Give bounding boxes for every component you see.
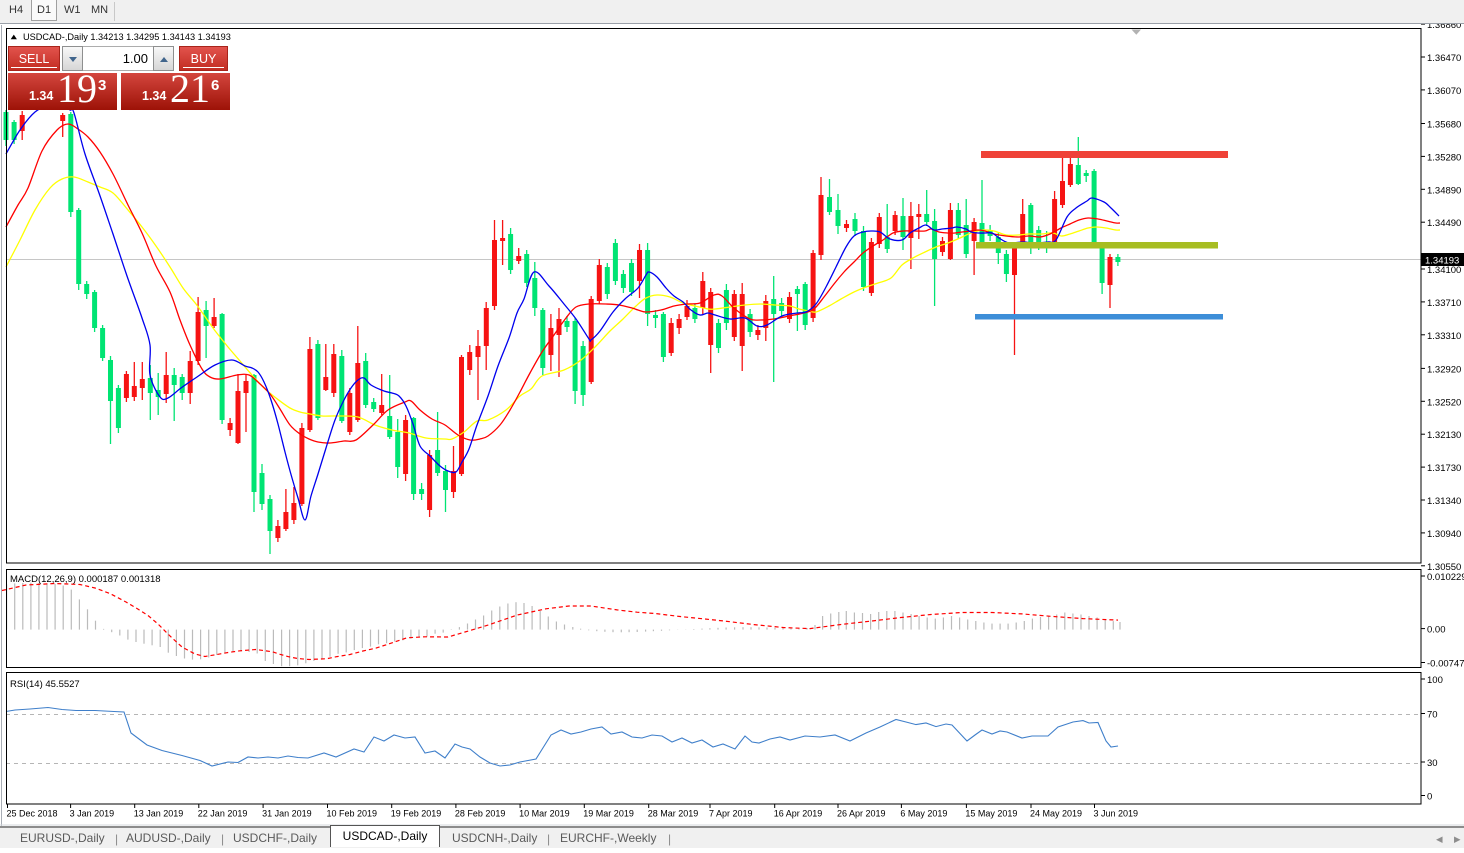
svg-text:1.34100: 1.34100 bbox=[1427, 265, 1461, 276]
svg-text:0.010229: 0.010229 bbox=[1427, 572, 1464, 583]
svg-text:1.34193: 1.34193 bbox=[1425, 256, 1459, 267]
svg-text:100: 100 bbox=[1427, 675, 1443, 686]
svg-text:28 Feb 2019: 28 Feb 2019 bbox=[455, 809, 506, 819]
svg-text:25 Dec 2018: 25 Dec 2018 bbox=[7, 809, 58, 819]
svg-text:1.33310: 1.33310 bbox=[1427, 331, 1461, 342]
svg-text:1.30940: 1.30940 bbox=[1427, 529, 1461, 540]
svg-text:28 Mar 2019: 28 Mar 2019 bbox=[648, 809, 699, 819]
svg-text:19 Feb 2019: 19 Feb 2019 bbox=[391, 809, 442, 819]
svg-text:1.35280: 1.35280 bbox=[1427, 152, 1461, 163]
svg-text:1.30550: 1.30550 bbox=[1427, 562, 1461, 573]
svg-text:24 May 2019: 24 May 2019 bbox=[1030, 809, 1082, 819]
svg-text:1.36860: 1.36860 bbox=[1427, 20, 1461, 31]
svg-text:70: 70 bbox=[1427, 710, 1438, 721]
svg-text:26 Apr 2019: 26 Apr 2019 bbox=[837, 809, 886, 819]
svg-text:19 Mar 2019: 19 Mar 2019 bbox=[583, 809, 634, 819]
svg-text:15 May 2019: 15 May 2019 bbox=[965, 809, 1017, 819]
svg-text:-0.007477: -0.007477 bbox=[1427, 659, 1464, 670]
svg-text:1.33710: 1.33710 bbox=[1427, 298, 1461, 309]
svg-text:1.36070: 1.36070 bbox=[1427, 86, 1461, 97]
svg-text:1.32920: 1.32920 bbox=[1427, 364, 1461, 375]
svg-text:16 Apr 2019: 16 Apr 2019 bbox=[774, 809, 823, 819]
svg-text:22 Jan 2019: 22 Jan 2019 bbox=[198, 809, 248, 819]
svg-text:1.31730: 1.31730 bbox=[1427, 463, 1461, 474]
svg-text:31 Jan 2019: 31 Jan 2019 bbox=[262, 809, 312, 819]
svg-text:10 Mar 2019: 10 Mar 2019 bbox=[519, 809, 570, 819]
svg-text:1.34490: 1.34490 bbox=[1427, 218, 1461, 229]
svg-text:1.35680: 1.35680 bbox=[1427, 120, 1461, 131]
svg-text:6 May 2019: 6 May 2019 bbox=[900, 809, 947, 819]
svg-text:10 Feb 2019: 10 Feb 2019 bbox=[327, 809, 378, 819]
svg-text:1.32130: 1.32130 bbox=[1427, 430, 1461, 441]
svg-text:RSI(14) 45.5527: RSI(14) 45.5527 bbox=[10, 679, 80, 690]
svg-text:13 Jan 2019: 13 Jan 2019 bbox=[134, 809, 184, 819]
svg-text:3 Jan 2019: 3 Jan 2019 bbox=[70, 809, 115, 819]
svg-text:30: 30 bbox=[1427, 758, 1438, 769]
svg-text:7 Apr 2019: 7 Apr 2019 bbox=[709, 809, 753, 819]
svg-text:1.32520: 1.32520 bbox=[1427, 397, 1461, 408]
svg-text:3 Jun 2019: 3 Jun 2019 bbox=[1094, 809, 1139, 819]
svg-text:0.00: 0.00 bbox=[1427, 625, 1446, 636]
svg-text:USDCAD-,Daily 1.34213 1.34295: USDCAD-,Daily 1.34213 1.34295 1.34143 1.… bbox=[23, 32, 231, 42]
svg-text:1.31340: 1.31340 bbox=[1427, 496, 1461, 507]
svg-text:0: 0 bbox=[1427, 792, 1432, 803]
svg-text:1.36470: 1.36470 bbox=[1427, 53, 1461, 64]
svg-text:MACD(12,26,9) 0.000187 0.00131: MACD(12,26,9) 0.000187 0.001318 bbox=[10, 574, 161, 585]
svg-text:1.34890: 1.34890 bbox=[1427, 185, 1461, 196]
